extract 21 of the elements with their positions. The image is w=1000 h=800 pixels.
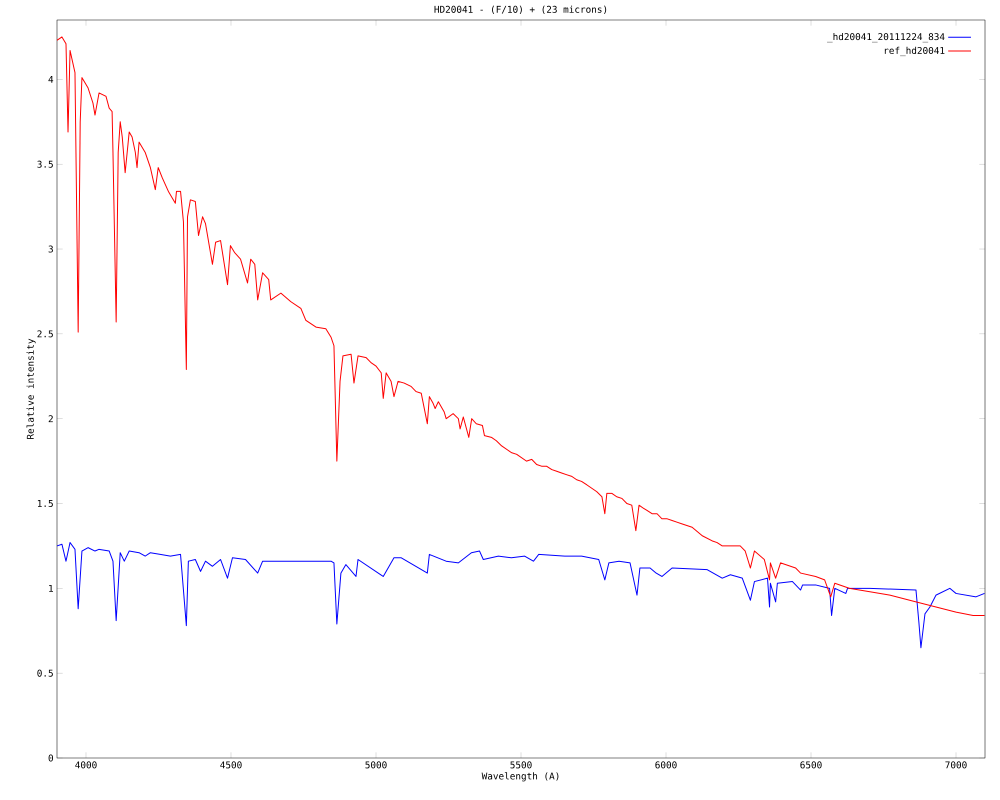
x-tick-label: 6500 bbox=[800, 761, 822, 768]
y-tick-label: 0 bbox=[48, 754, 54, 762]
y-axis-title: Relative intensity bbox=[26, 338, 36, 439]
x-tick-label: 7000 bbox=[945, 761, 967, 768]
y-tick-label: 0.5 bbox=[37, 670, 53, 677]
y-tick-label: 3.5 bbox=[37, 160, 53, 168]
y-tick-label: 4 bbox=[48, 76, 54, 83]
y-tick-label: 2 bbox=[48, 415, 53, 422]
y-tick-label: 1.5 bbox=[38, 500, 53, 507]
x-tick-label: 6000 bbox=[655, 761, 677, 768]
x-tick-label: 4000 bbox=[75, 761, 97, 768]
chart-title: HD20041 - (F/10) + (23 microns) bbox=[434, 6, 606, 14]
x-tick-label: 5500 bbox=[510, 761, 532, 768]
legend-label: _hd20041_20111224_834 bbox=[827, 32, 945, 42]
y-tick-label: 3 bbox=[48, 246, 53, 253]
x-tick-label: 5000 bbox=[365, 761, 387, 768]
y-tick-label: 1 bbox=[49, 584, 53, 592]
x-tick-label: 4500 bbox=[220, 761, 242, 768]
x-axis-title: Wavelength (A) bbox=[482, 772, 558, 782]
y-tick-label: 2.5 bbox=[37, 330, 53, 338]
legend-label: ref_hd20041 bbox=[884, 46, 944, 56]
